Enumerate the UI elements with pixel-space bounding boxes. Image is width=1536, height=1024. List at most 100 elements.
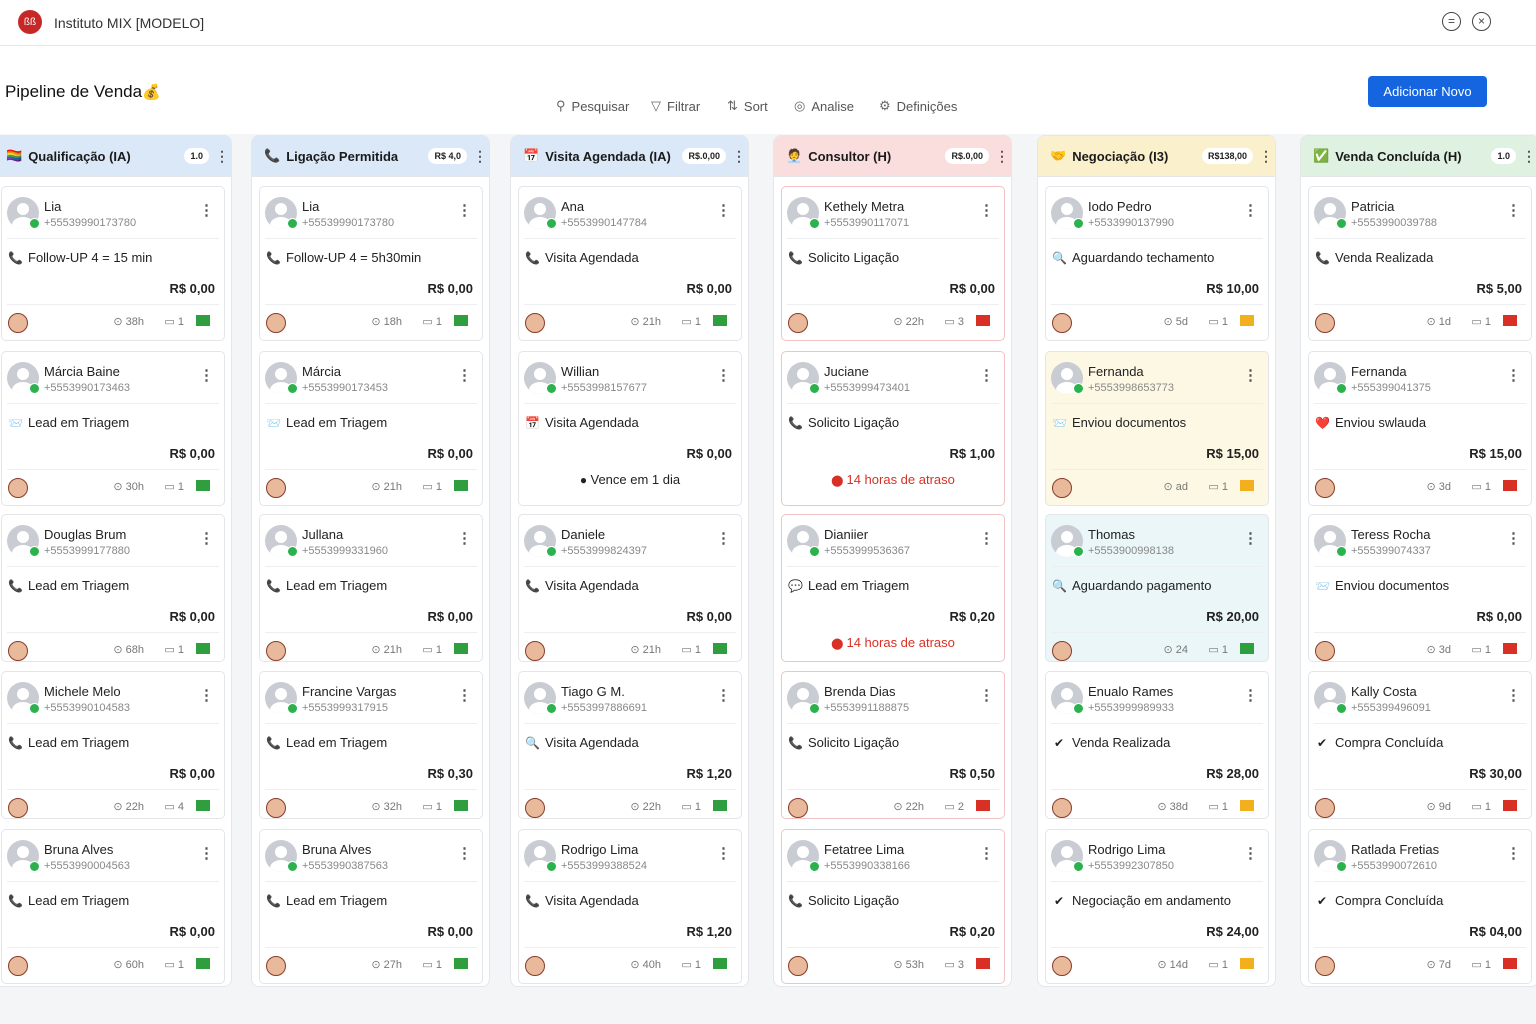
column-menu-icon[interactable]: ⋮ xyxy=(995,147,1009,164)
lead-card[interactable]: Lia +55539990173780 ⋮ 📞 Follow-UP 4 = 5h30mi… xyxy=(259,186,483,341)
flag-icon[interactable] xyxy=(196,643,210,654)
column-header[interactable]: 📞 Ligação Permitida R$ 4,0 ⋮ xyxy=(252,136,489,177)
flag-icon[interactable] xyxy=(454,643,468,654)
lead-card[interactable]: Márcia +5553990173453 ⋮ 📨 Lead em Triagem R$ … xyxy=(259,351,483,506)
card-menu-icon[interactable]: ⋮ xyxy=(457,202,472,219)
flag-icon[interactable] xyxy=(196,480,210,491)
flag-icon[interactable] xyxy=(454,480,468,491)
lead-card[interactable]: Francine Vargas +5553999317915 ⋮ 📞 Lead em T… xyxy=(259,671,483,819)
lead-card[interactable]: Márcia Baine +5553990173463 ⋮ 📨 Lead em Tria… xyxy=(1,351,225,506)
lead-card[interactable]: Michele Melo +5553990104583 ⋮ 📞 Lead em Tria… xyxy=(1,671,225,819)
sort-button[interactable]: ⇅ Sort xyxy=(727,98,768,114)
column-menu-icon[interactable]: ⋮ xyxy=(732,147,746,164)
lead-card[interactable]: Patricia +5553990039788 ⋮ 📞 Venda Realizada R… xyxy=(1308,186,1532,341)
flag-icon[interactable] xyxy=(1240,315,1254,326)
column-header[interactable]: 🏳️‍🌈 Qualificação (IA) 1.0 ⋮ xyxy=(0,136,231,177)
lead-card[interactable]: Daniele +5553999824397 ⋮ 📞 Visita Agendada R$… xyxy=(518,514,742,662)
card-menu-icon[interactable]: ⋮ xyxy=(457,687,472,704)
lead-card[interactable]: Lia +55539990173780 ⋮ 📞 Follow-UP 4 = 15 min… xyxy=(1,186,225,341)
filter-button[interactable]: ▽ Filtrar xyxy=(651,98,701,114)
lead-card[interactable]: Tiago G M. +5553997886691 ⋮ 🔍 Visita Agendad… xyxy=(518,671,742,819)
lead-card[interactable]: Juciane +5553999473401 ⋮ 📞 Solicito Ligação R… xyxy=(781,351,1005,506)
settings-button[interactable]: ⚙ Definições xyxy=(879,98,958,114)
card-menu-icon[interactable]: ⋮ xyxy=(979,530,994,547)
flag-icon[interactable] xyxy=(1503,480,1517,491)
flag-icon[interactable] xyxy=(196,315,210,326)
column-header[interactable]: 🧑‍💼 Consultor (H) R$.0,00 ⋮ xyxy=(774,136,1011,177)
card-menu-icon[interactable]: ⋮ xyxy=(457,367,472,384)
menu-icon[interactable]: = xyxy=(1442,12,1461,31)
flag-icon[interactable] xyxy=(1503,643,1517,654)
flag-icon[interactable] xyxy=(713,800,727,811)
lead-card[interactable]: Teress Rocha +555399074337 ⋮ 📨 Enviou docume… xyxy=(1308,514,1532,662)
lead-card[interactable]: Kethely Metra +5553990117071 ⋮ 📞 Solicito Li… xyxy=(781,186,1005,341)
flag-icon[interactable] xyxy=(454,800,468,811)
column-menu-icon[interactable]: ⋮ xyxy=(215,147,229,164)
lead-card[interactable]: Fetatree Lima +5553990338166 ⋮ 📞 Solicito Li… xyxy=(781,829,1005,984)
lead-card[interactable]: Ana +5553990147784 ⋮ 📞 Visita Agendada R$ 0,0… xyxy=(518,186,742,341)
flag-icon[interactable] xyxy=(1240,800,1254,811)
flag-icon[interactable] xyxy=(454,958,468,969)
lead-card[interactable]: Rodrigo Lima +5553999388524 ⋮ 📞 Visita Agend… xyxy=(518,829,742,984)
card-menu-icon[interactable]: ⋮ xyxy=(716,367,731,384)
card-menu-icon[interactable]: ⋮ xyxy=(716,202,731,219)
column-header[interactable]: ✅ Venda Concluída (H) 1.0 ⋮ xyxy=(1301,136,1536,177)
lead-card[interactable]: Douglas Brum +5553999177880 ⋮ 📞 Lead em Tria… xyxy=(1,514,225,662)
card-menu-icon[interactable]: ⋮ xyxy=(1243,202,1258,219)
flag-icon[interactable] xyxy=(1503,315,1517,326)
lead-card[interactable]: Fernanda +5553998653773 ⋮ 📨 Enviou documento… xyxy=(1045,351,1269,506)
add-new-button[interactable]: Adicionar Novo xyxy=(1368,76,1487,107)
card-menu-icon[interactable]: ⋮ xyxy=(199,687,214,704)
flag-icon[interactable] xyxy=(713,958,727,969)
card-menu-icon[interactable]: ⋮ xyxy=(199,367,214,384)
lead-card[interactable]: Willian +5553998157677 ⋮ 📅 Visita Agendada R$… xyxy=(518,351,742,506)
card-menu-icon[interactable]: ⋮ xyxy=(1506,530,1521,547)
card-menu-icon[interactable]: ⋮ xyxy=(1243,687,1258,704)
flag-icon[interactable] xyxy=(713,643,727,654)
flag-icon[interactable] xyxy=(976,315,990,326)
lead-card[interactable]: Brenda Dias +5553991188875 ⋮ 📞 Solicito Liga… xyxy=(781,671,1005,819)
flag-icon[interactable] xyxy=(1240,480,1254,491)
card-menu-icon[interactable]: ⋮ xyxy=(1243,530,1258,547)
lead-card[interactable]: Fernanda +555399041375 ⋮ ❤️ Enviou swlauda R$… xyxy=(1308,351,1532,506)
lead-card[interactable]: Dianiier +5553999536367 ⋮ 💬 Lead em Triagem R… xyxy=(781,514,1005,662)
lead-card[interactable]: Kally Costa +555399496091 ⋮ ✔ Compra Concluí… xyxy=(1308,671,1532,819)
flag-icon[interactable] xyxy=(196,800,210,811)
lead-card[interactable]: Thomas +5553900998138 ⋮ 🔍 Aguardando pagamen… xyxy=(1045,514,1269,662)
analyze-button[interactable]: ◎ Analise xyxy=(794,98,854,114)
search-button[interactable]: ⚲ Pesquisar xyxy=(556,98,630,114)
card-menu-icon[interactable]: ⋮ xyxy=(979,202,994,219)
lead-card[interactable]: Iodo Pedro +5533990137990 ⋮ 🔍 Aguardando tec… xyxy=(1045,186,1269,341)
flag-icon[interactable] xyxy=(196,958,210,969)
lead-card[interactable]: Bruna Alves +5553990387563 ⋮ 📞 Lead em Triag… xyxy=(259,829,483,984)
card-menu-icon[interactable]: ⋮ xyxy=(457,845,472,862)
card-menu-icon[interactable]: ⋮ xyxy=(199,530,214,547)
card-menu-icon[interactable]: ⋮ xyxy=(979,367,994,384)
lead-card[interactable]: Enualo Rames +5553999989933 ⋮ ✔ Venda Realiz… xyxy=(1045,671,1269,819)
column-header[interactable]: 🤝 Negociação (I3) R$138,00 ⋮ xyxy=(1038,136,1275,177)
lead-card[interactable]: Rodrigo Lima +5553992307850 ⋮ ✔ Negociação e… xyxy=(1045,829,1269,984)
card-menu-icon[interactable]: ⋮ xyxy=(1506,687,1521,704)
card-menu-icon[interactable]: ⋮ xyxy=(716,530,731,547)
card-menu-icon[interactable]: ⋮ xyxy=(979,687,994,704)
flag-icon[interactable] xyxy=(454,315,468,326)
flag-icon[interactable] xyxy=(1503,958,1517,969)
close-icon[interactable]: × xyxy=(1472,12,1491,31)
column-menu-icon[interactable]: ⋮ xyxy=(473,147,487,164)
flag-icon[interactable] xyxy=(976,800,990,811)
flag-icon[interactable] xyxy=(1503,800,1517,811)
flag-icon[interactable] xyxy=(1240,643,1254,654)
card-menu-icon[interactable]: ⋮ xyxy=(199,845,214,862)
card-menu-icon[interactable]: ⋮ xyxy=(716,687,731,704)
card-menu-icon[interactable]: ⋮ xyxy=(199,202,214,219)
column-menu-icon[interactable]: ⋮ xyxy=(1522,147,1536,164)
card-menu-icon[interactable]: ⋮ xyxy=(1243,367,1258,384)
card-menu-icon[interactable]: ⋮ xyxy=(1506,367,1521,384)
column-menu-icon[interactable]: ⋮ xyxy=(1259,147,1273,164)
lead-card[interactable]: Jullana +5553999331960 ⋮ 📞 Lead em Triagem R$… xyxy=(259,514,483,662)
lead-card[interactable]: Bruna Alves +5553990004563 ⋮ 📞 Lead em Triag… xyxy=(1,829,225,984)
card-menu-icon[interactable]: ⋮ xyxy=(1506,202,1521,219)
lead-card[interactable]: Ratlada Fretias +5553990072610 ⋮ ✔ Compra Co… xyxy=(1308,829,1532,984)
card-menu-icon[interactable]: ⋮ xyxy=(1243,845,1258,862)
flag-icon[interactable] xyxy=(713,315,727,326)
